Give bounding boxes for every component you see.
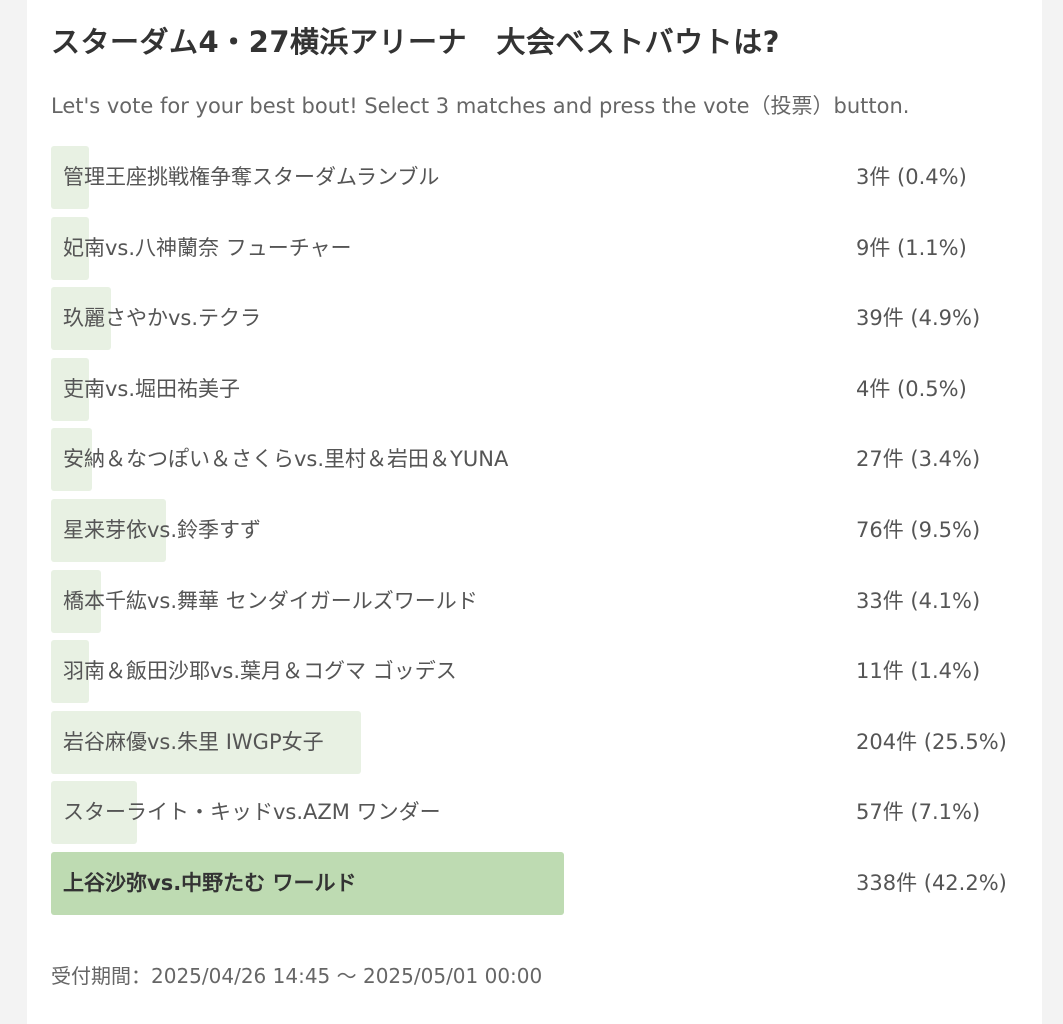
poll-option[interactable]: 星来芽依vs.鈴季すず 76件 (9.5%) (51, 498, 1021, 562)
poll-option[interactable]: 安納＆なつぽい＆さくらvs.里村＆岩田＆YUNA 27件 (3.4%) (51, 428, 1021, 492)
option-result: 9件 (1.1%) (856, 235, 967, 260)
option-label: 羽南＆飯田沙耶vs.葉月＆コグマ ゴッデス (63, 659, 457, 684)
option-label: 上谷沙弥vs.中野たむ ワールド (63, 870, 357, 895)
option-label: 安納＆なつぽい＆さくらvs.里村＆岩田＆YUNA (63, 447, 509, 472)
poll-option[interactable]: 橋本千紘vs.舞華 センダイガールズワールド 33件 (4.1%) (51, 569, 1021, 633)
option-label: 管理王座挑戦権争奪スターダムランブル (63, 165, 440, 189)
option-result: 338件 (42.2%) (856, 870, 1007, 895)
result-bar (51, 569, 101, 633)
poll-option[interactable]: 岩谷麻優vs.朱里 IWGP女子 204件 (25.5%) (51, 710, 1021, 774)
option-result: 39件 (4.9%) (856, 306, 981, 331)
result-bar (51, 428, 92, 492)
option-label: 橋本千紘vs.舞華 センダイガールズワールド (63, 588, 478, 613)
poll-options-list: 管理王座挑戦権争奪スターダムランブル 3件 (0.4%) 妃南vs.八神蘭奈 フ… (51, 146, 1021, 923)
result-bar (51, 357, 89, 421)
voting-period: 受付期間：2025/04/26 14:45 ～ 2025/05/01 00:00 (51, 964, 543, 988)
result-bar (51, 710, 361, 774)
result-bar (51, 146, 89, 209)
poll-option[interactable]: 上谷沙弥vs.中野たむ ワールド 338件 (42.2%) (51, 851, 1021, 915)
option-result: 4件 (0.5%) (856, 376, 967, 401)
result-bar (51, 640, 89, 704)
option-label: スターライト・キッドvs.AZM ワンダー (63, 800, 441, 825)
poll-option[interactable]: 妃南vs.八神蘭奈 フューチャー 9件 (1.1%) (51, 216, 1021, 280)
poll-option[interactable]: 吏南vs.堀田祐美子 4件 (0.5%) (51, 357, 1021, 421)
option-label: 岩谷麻優vs.朱里 IWGP女子 (63, 729, 324, 754)
result-bar (51, 287, 111, 351)
result-bar (51, 498, 166, 562)
poll-option[interactable]: 羽南＆飯田沙耶vs.葉月＆コグマ ゴッデス 11件 (1.4%) (51, 640, 1021, 704)
poll-description: Let's vote for your best bout! Select 3 … (51, 94, 910, 118)
option-result: 204件 (25.5%) (856, 729, 1007, 754)
option-result: 33件 (4.1%) (856, 588, 981, 613)
option-label: 吏南vs.堀田祐美子 (63, 376, 241, 401)
option-result: 57件 (7.1%) (856, 800, 981, 825)
poll-option[interactable]: 玖麗さやかvs.テクラ 39件 (4.9%) (51, 287, 1021, 351)
option-result: 3件 (0.4%) (856, 165, 967, 189)
result-bar (51, 851, 564, 915)
option-result: 76件 (9.5%) (856, 517, 981, 542)
poll-title: スターダム4・27横浜アリーナ 大会ベストバウトは? (51, 25, 780, 59)
poll-option[interactable]: スターライト・キッドvs.AZM ワンダー 57件 (7.1%) (51, 781, 1021, 845)
option-label: 星来芽依vs.鈴季すず (63, 517, 262, 542)
result-bar (51, 216, 89, 280)
option-label: 玖麗さやかvs.テクラ (63, 306, 262, 331)
poll-option[interactable]: 管理王座挑戦権争奪スターダムランブル 3件 (0.4%) (51, 146, 1021, 209)
option-label: 妃南vs.八神蘭奈 フューチャー (63, 235, 352, 260)
option-result: 11件 (1.4%) (856, 659, 981, 684)
option-result: 27件 (3.4%) (856, 447, 981, 472)
result-bar (51, 781, 137, 845)
